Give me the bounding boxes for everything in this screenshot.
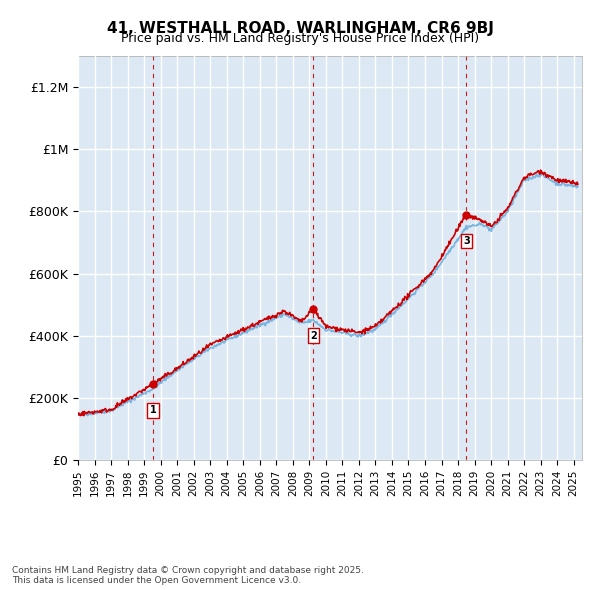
- Text: 3: 3: [463, 236, 470, 246]
- Text: This data is licensed under the Open Government Licence v3.0.: This data is licensed under the Open Gov…: [12, 576, 301, 585]
- Text: 1: 1: [149, 405, 157, 415]
- Text: 2: 2: [310, 331, 317, 341]
- Text: 41, WESTHALL ROAD, WARLINGHAM, CR6 9BJ: 41, WESTHALL ROAD, WARLINGHAM, CR6 9BJ: [107, 21, 493, 35]
- Text: Contains HM Land Registry data © Crown copyright and database right 2025.: Contains HM Land Registry data © Crown c…: [12, 566, 364, 575]
- Text: Price paid vs. HM Land Registry's House Price Index (HPI): Price paid vs. HM Land Registry's House …: [121, 32, 479, 45]
